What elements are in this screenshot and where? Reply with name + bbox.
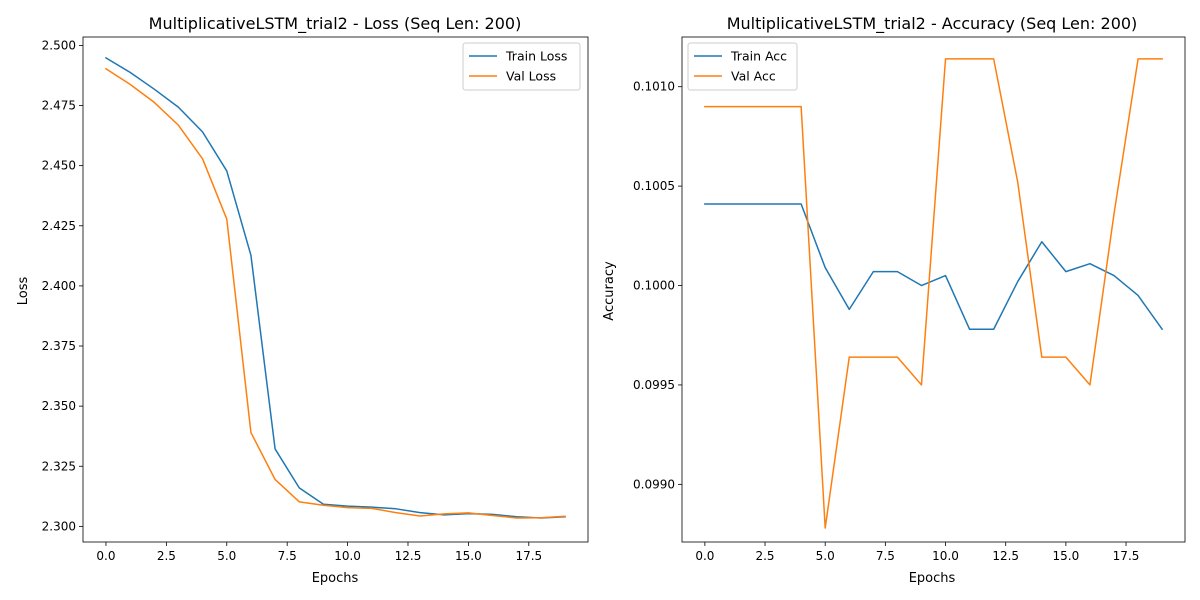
loss-chart-x-tick-label-1: 2.5: [157, 549, 176, 563]
loss-chart-y-tick-label-0: 2.300: [42, 519, 76, 533]
loss-chart-x-axis-label: Epochs: [312, 571, 359, 586]
loss-chart-x-tick-label-6: 15.0: [455, 549, 482, 563]
loss-chart-title: MultiplicativeLSTM_trial2 - Loss (Seq Le…: [149, 14, 522, 34]
accuracy-chart-y-tick-label-1: 0.0995: [633, 378, 675, 392]
loss-chart-y-tick-label-3: 2.375: [42, 339, 76, 353]
accuracy-chart-y-tick-label-4: 0.1010: [633, 80, 675, 94]
loss-chart-x-tick-label-0: 0.0: [96, 549, 115, 563]
accuracy-chart-series-line-0: [704, 203, 1164, 331]
loss-chart-x-tick-label-7: 17.5: [515, 549, 542, 563]
loss-chart: MultiplicativeLSTM_trial2 - Loss (Seq Le…: [16, 14, 589, 586]
accuracy-chart-x-tick-label-6: 15.0: [1053, 549, 1080, 563]
loss-chart-y-axis-label: Loss: [16, 277, 31, 306]
accuracy-chart-x-tick-label-5: 12.5: [992, 549, 1019, 563]
accuracy-chart-marks: 0.0 2.5 5.0 7.5 10.0 12.5 15.0 17.5 0.0990 0.0995…: [633, 36, 1186, 563]
accuracy-chart-y-tick-label-0: 0.0990: [633, 477, 675, 491]
accuracy-chart-x-tick-label-4: 10.0: [932, 549, 959, 563]
accuracy-chart-y-tick-label-2: 0.1000: [633, 279, 675, 293]
loss-chart-legend-label-1: Val Loss: [506, 69, 556, 84]
loss-chart-y-tick-label-7: 2.475: [42, 99, 76, 113]
loss-chart-x-tick-label-5: 12.5: [395, 549, 422, 563]
loss-chart-y-tick-label-6: 2.450: [42, 159, 76, 173]
accuracy-chart-legend-label-1: Val Acc: [731, 69, 776, 84]
accuracy-chart-x-tick-label-3: 7.5: [876, 549, 895, 563]
loss-chart-legend-label-0: Train Loss: [505, 49, 567, 64]
loss-chart-y-tick-label-4: 2.400: [42, 279, 76, 293]
accuracy-chart-x-tick-label-2: 5.0: [816, 549, 835, 563]
accuracy-chart-x-axis-label: Epochs: [909, 571, 956, 586]
loss-chart-y-tick-label-1: 2.325: [42, 459, 76, 473]
loss-chart-x-tick-label-4: 10.0: [334, 549, 361, 563]
loss-chart-legend-box: [462, 42, 581, 91]
accuracy-chart: MultiplicativeLSTM_trial2 - Accuracy (Se…: [602, 14, 1186, 586]
accuracy-chart-title: MultiplicativeLSTM_trial2 - Accuracy (Se…: [727, 14, 1138, 34]
accuracy-chart-legend-label-0: Train Acc: [730, 49, 787, 64]
loss-chart-series-line-1: [104, 67, 566, 519]
accuracy-chart-series-line-1: [704, 58, 1163, 529]
accuracy-chart-legend-box: [687, 42, 798, 91]
loss-chart-y-tick-label-5: 2.425: [42, 219, 76, 233]
accuracy-chart-x-tick-label-1: 2.5: [755, 549, 774, 563]
loss-chart-plot-frame: [82, 36, 589, 543]
loss-chart-x-tick-label-2: 5.0: [217, 549, 236, 563]
accuracy-chart-plot-frame: [681, 36, 1186, 543]
accuracy-chart-x-tick-label-0: 0.0: [695, 549, 714, 563]
accuracy-chart-y-axis-label: Accuracy: [602, 261, 617, 321]
loss-chart-x-tick-label-3: 7.5: [278, 549, 297, 563]
loss-chart-series-line-0: [104, 56, 566, 519]
accuracy-chart-x-tick-label-7: 17.5: [1113, 549, 1140, 563]
loss-chart-marks: 0.0 2.5 5.0 7.5 10.0 12.5 15.0 17.5 2.300 2.325 2.…: [42, 36, 589, 563]
loss-chart-y-tick-label-2: 2.350: [42, 399, 76, 413]
accuracy-chart-y-tick-label-3: 0.1005: [633, 179, 675, 193]
loss-chart-y-tick-label-8: 2.500: [42, 38, 76, 52]
